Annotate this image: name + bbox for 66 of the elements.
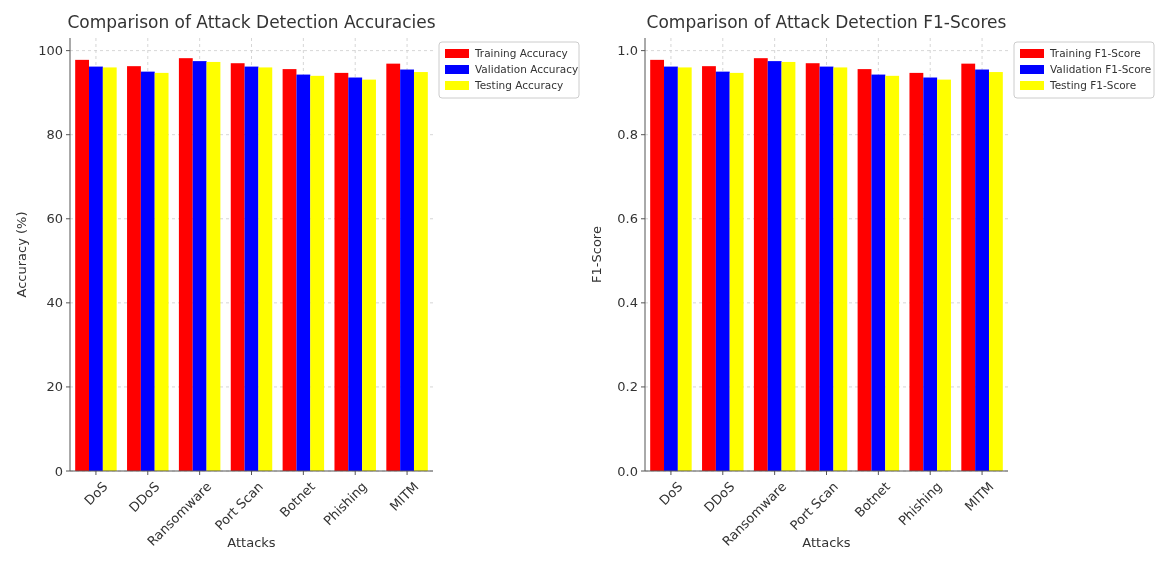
- legend-label: Validation Accuracy: [475, 63, 579, 75]
- bar: [819, 66, 834, 471]
- bar: [702, 66, 716, 471]
- bar: [244, 66, 259, 471]
- bar: [206, 61, 221, 471]
- bar: [664, 66, 678, 471]
- bar: [767, 61, 782, 471]
- bar: [805, 63, 820, 471]
- bar: [178, 58, 193, 471]
- y-tick-label: 60: [46, 211, 63, 227]
- bar: [781, 61, 796, 471]
- bar: [386, 63, 401, 471]
- bar: [753, 58, 768, 471]
- bar: [140, 71, 155, 471]
- chart-title: Comparison of Attack Detection F1-Scores: [646, 12, 1007, 32]
- y-axis-title: Accuracy (%): [14, 211, 29, 298]
- bar: [127, 66, 141, 471]
- bar: [282, 69, 297, 471]
- bar: [258, 67, 273, 471]
- bar: [334, 72, 349, 471]
- bar: [857, 69, 872, 471]
- bar: [192, 61, 207, 471]
- chart-title: Comparison of Attack Detection Accuracies: [67, 12, 436, 32]
- bar: [400, 69, 414, 471]
- y-tick-label: 20: [46, 379, 63, 395]
- legend-label: Training F1-Score: [1049, 47, 1141, 59]
- y-tick-label: 100: [38, 43, 63, 59]
- bar: [715, 71, 730, 471]
- y-axis-title: F1-Score: [589, 226, 604, 283]
- bar: [650, 59, 665, 471]
- bar: [413, 72, 428, 471]
- bar: [230, 63, 245, 471]
- y-tick-label: 0.4: [617, 295, 638, 311]
- x-axis-title: Attacks: [227, 535, 276, 550]
- y-tick-label: 0: [54, 463, 63, 479]
- bar: [102, 67, 117, 471]
- bar: [937, 79, 951, 471]
- bar: [362, 79, 376, 471]
- bar: [885, 75, 900, 471]
- bar: [154, 72, 169, 471]
- bar: [923, 77, 938, 471]
- bar: [310, 75, 325, 471]
- legend-label: Testing F1-Score: [1049, 79, 1137, 91]
- bar: [89, 66, 103, 471]
- bar: [75, 59, 90, 471]
- y-tick-label: 0.2: [617, 379, 638, 395]
- bar: [348, 77, 363, 471]
- bar: [909, 72, 924, 471]
- bar: [975, 69, 989, 471]
- bar: [729, 72, 744, 471]
- bar: [296, 74, 311, 471]
- legend-label: Testing Accuracy: [474, 79, 564, 91]
- bar: [988, 72, 1003, 471]
- y-tick-label: 40: [46, 295, 63, 311]
- y-tick-label: 0.6: [617, 211, 638, 227]
- legend-label: Training Accuracy: [474, 47, 568, 59]
- y-tick-label: 1.0: [617, 43, 638, 59]
- bar: [961, 63, 976, 471]
- bar: [833, 67, 848, 471]
- legend-label: Validation F1-Score: [1050, 63, 1152, 75]
- bar: [871, 74, 886, 471]
- x-axis-title: Attacks: [802, 535, 851, 550]
- y-tick-label: 0.0: [617, 463, 638, 479]
- y-tick-label: 0.8: [617, 127, 638, 143]
- y-tick-label: 80: [46, 127, 63, 143]
- bar: [677, 67, 692, 471]
